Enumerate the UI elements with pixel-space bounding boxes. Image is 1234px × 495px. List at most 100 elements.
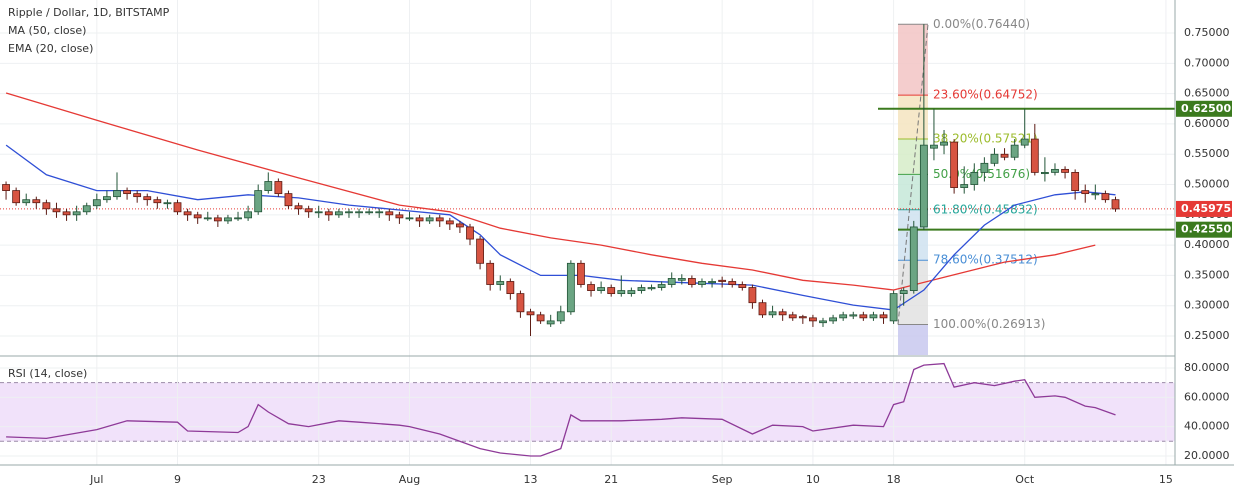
candle-body [234,217,242,220]
candle-body [274,181,283,195]
candle-body [143,196,152,201]
candle-body [798,316,807,319]
rsi-line [6,362,1116,457]
candle-body [829,317,837,322]
fib-band [898,95,928,139]
y-tick-label: 0.75000 [1184,26,1230,39]
candle-body [304,208,313,213]
candle-body [375,211,384,214]
fib-trend [897,24,929,325]
fib-band [898,24,928,96]
x-tick-label: Jul [89,473,103,486]
x-tick-label: 10 [806,473,820,486]
y-tick-label: 0.60000 [1184,117,1230,130]
candle-body [849,314,858,317]
candle-body [224,217,232,222]
candle-body [839,314,848,319]
candle-body [1051,168,1059,173]
candle-body [365,211,374,214]
x-tick-label: 15 [1159,473,1173,486]
candle-body [183,211,192,216]
candle-body [536,314,545,322]
candle-body [486,262,495,285]
candle-body [990,153,999,164]
candle-body [516,293,525,313]
candle-body [153,199,162,204]
candle-body [415,217,424,222]
candle-body [1101,193,1110,201]
y-tick-label: 0.35000 [1184,268,1230,281]
candle-body [869,314,878,319]
candle-body [476,238,484,264]
candle-body [1111,199,1120,210]
candle-body [244,211,253,219]
candle-body [677,278,686,281]
candle-body [879,314,888,319]
candle-body [980,162,989,173]
candle-body [950,141,959,188]
candle-body [768,311,777,316]
y-tick-label: 0.30000 [1184,299,1230,312]
candle-body [395,214,404,219]
candle-body [496,281,505,285]
candle-body [587,284,595,291]
candle-body [425,217,434,222]
candle-body [1061,168,1069,173]
candle-body [173,202,182,213]
rsi-tick-label: 40.0000 [1184,420,1230,433]
rsi-tick-label: 20.0000 [1184,449,1230,462]
level-label: 0.42550 [1181,223,1231,236]
candle-body [597,287,606,291]
candle-body [728,281,737,285]
candle-body [1091,193,1100,196]
candle-body [1071,172,1080,191]
candle-body [809,317,817,322]
candle-body [667,278,676,285]
candle-body [899,290,908,295]
y-tick-label: 0.65000 [1184,87,1230,100]
candle-body [466,226,474,240]
candle-body [385,211,394,216]
fib-label: 78.60%(0.37512) [933,253,1038,267]
candle-body [1010,144,1019,158]
candle-body [334,211,343,216]
candle-body [919,144,928,228]
candle-body [577,262,585,285]
rsi-tick-label: 80.0000 [1184,361,1230,374]
candle-body [355,211,363,214]
candle-body [254,190,263,213]
last-price-tag [1176,200,1232,217]
candle-body [788,314,797,319]
candle-body [546,320,555,325]
candle-body [889,293,898,322]
fib-label: 0.00%(0.76440) [933,17,1030,31]
candle-body [657,284,666,288]
candle-body [1020,138,1029,146]
fib-label: 100.00%(0.26913) [933,317,1045,331]
candle-body [32,199,41,204]
candle-body [647,287,656,290]
x-tick-label: 21 [604,473,618,486]
candle-body [123,190,131,195]
y-tick-label: 0.25000 [1184,329,1230,342]
candle-body [113,190,121,198]
candle-body [738,284,747,288]
candle-body [1040,172,1049,175]
candle-body [435,217,444,222]
candle-body [163,202,172,205]
y-tick-label: 0.40000 [1184,238,1230,251]
legend-ma: MA (50, close) [8,24,86,37]
candle-body [556,311,565,322]
candle-body [637,287,646,291]
candle-body [133,193,142,198]
fib-label: 23.60%(0.64752) [933,88,1038,102]
candle-body [345,211,353,214]
level-label: 0.62500 [1181,102,1231,115]
candle-body [607,287,616,295]
candle-body [203,217,212,220]
x-tick-label: 18 [887,473,901,486]
legend-rsi: RSI (14, close) [8,367,87,380]
candle-body [698,281,706,285]
candle-body [627,290,636,295]
